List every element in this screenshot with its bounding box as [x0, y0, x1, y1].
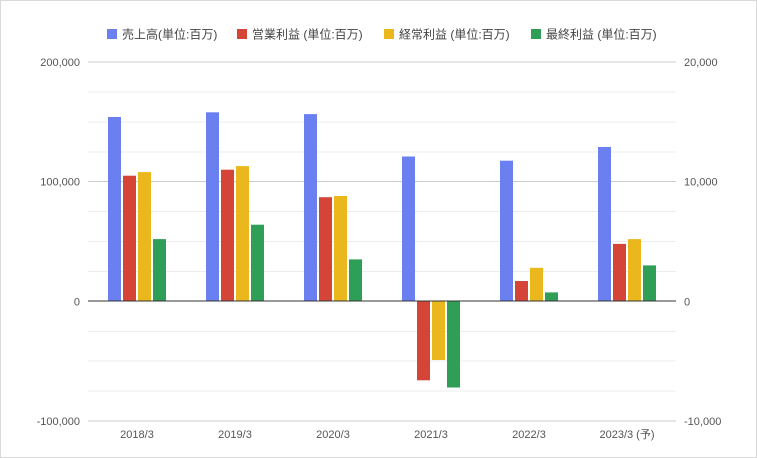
right-axis-ticks: 20,000 10,000 0 -10,000	[684, 57, 721, 428]
bar-3-5	[530, 267, 543, 301]
category-label: 2021/3	[414, 429, 448, 441]
right-tick-label: 20,000	[684, 57, 718, 69]
category-label: 2023/3 (予)	[599, 428, 654, 441]
bar-2-2	[221, 169, 234, 301]
bar-3-2	[236, 166, 249, 301]
bar-4-6	[643, 265, 656, 301]
legend-swatch	[384, 29, 394, 39]
legend-swatch	[237, 29, 247, 39]
left-tick-label: 200,000	[40, 57, 80, 69]
bar-4-2	[251, 224, 264, 301]
bar-3-6	[628, 239, 641, 301]
bars	[108, 112, 656, 388]
legend-label: 売上高(単位:百万)	[122, 27, 217, 42]
category-labels: 2018/3 2019/3 2020/3 2021/3 2022/3 2023/3 (予)	[120, 428, 654, 441]
right-tick-label: 0	[684, 296, 690, 308]
legend: 売上高(単位:百万) 営業利益 (単位:百万) 経常利益 (単位:百万) 最終利益 (…	[107, 27, 657, 42]
right-tick-label: 10,000	[684, 177, 718, 189]
left-tick-label: 100,000	[40, 177, 80, 189]
category-label: 2018/3	[120, 429, 154, 441]
bar-3-4	[432, 301, 445, 360]
category-label: 2020/3	[316, 429, 350, 441]
bar-2-1	[123, 175, 136, 301]
gridlines	[88, 61, 676, 422]
bar-1-5	[500, 160, 513, 301]
left-axis-ticks: 200,000 100,000 0 -100,000	[37, 57, 80, 428]
right-tick-label: -10,000	[684, 416, 721, 428]
bar-3-1	[138, 172, 151, 301]
legend-label: 経常利益 (単位:百万)	[399, 27, 510, 42]
bar-4-5	[545, 292, 558, 301]
bar-4-1	[153, 239, 166, 301]
bar-4-4	[447, 301, 460, 388]
bar-2-6	[613, 243, 626, 301]
legend-label: 営業利益 (単位:百万)	[252, 27, 363, 42]
bar-1-3	[304, 114, 317, 301]
category-label: 2022/3	[512, 429, 546, 441]
bar-1-6	[598, 147, 611, 301]
category-label: 2019/3	[218, 429, 252, 441]
legend-swatch	[107, 29, 117, 39]
bar-3-3	[334, 196, 347, 301]
left-tick-label: -100,000	[37, 416, 80, 428]
bar-2-4	[417, 301, 430, 381]
bar-1-2	[206, 112, 219, 301]
bar-1-1	[108, 117, 121, 301]
legend-swatch	[531, 29, 541, 39]
legend-label: 最終利益 (単位:百万)	[546, 27, 657, 42]
bar-2-5	[515, 281, 528, 301]
bar-2-3	[319, 197, 332, 301]
left-tick-label: 0	[74, 296, 80, 308]
bar-1-4	[402, 156, 415, 301]
bar-4-3	[349, 259, 362, 301]
